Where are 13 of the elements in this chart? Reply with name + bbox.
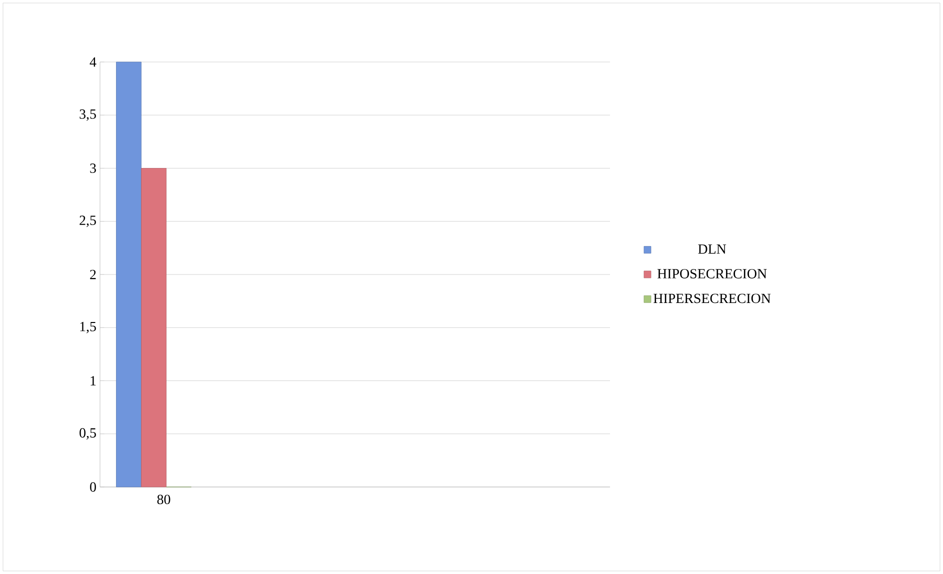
y-tick-label: 4	[90, 57, 96, 67]
y-tick-label: 1	[90, 376, 96, 386]
text: DLN	[698, 244, 726, 254]
legend-label: HIPOSECRECION	[657, 269, 767, 278]
y-tick-label: 2	[90, 270, 96, 280]
y-tick-label: 1,5	[80, 322, 96, 334]
y-tick-label: 0,5	[80, 428, 96, 440]
y-tick-label: 3,5	[80, 109, 96, 121]
legend-label: HIPERSECRECION	[654, 294, 771, 304]
y-tick-label: 2,5	[80, 216, 96, 228]
x-tick-label: 80	[157, 494, 170, 504]
y-tick-label: 0	[90, 482, 96, 492]
y-tick-label: 3	[90, 164, 96, 173]
